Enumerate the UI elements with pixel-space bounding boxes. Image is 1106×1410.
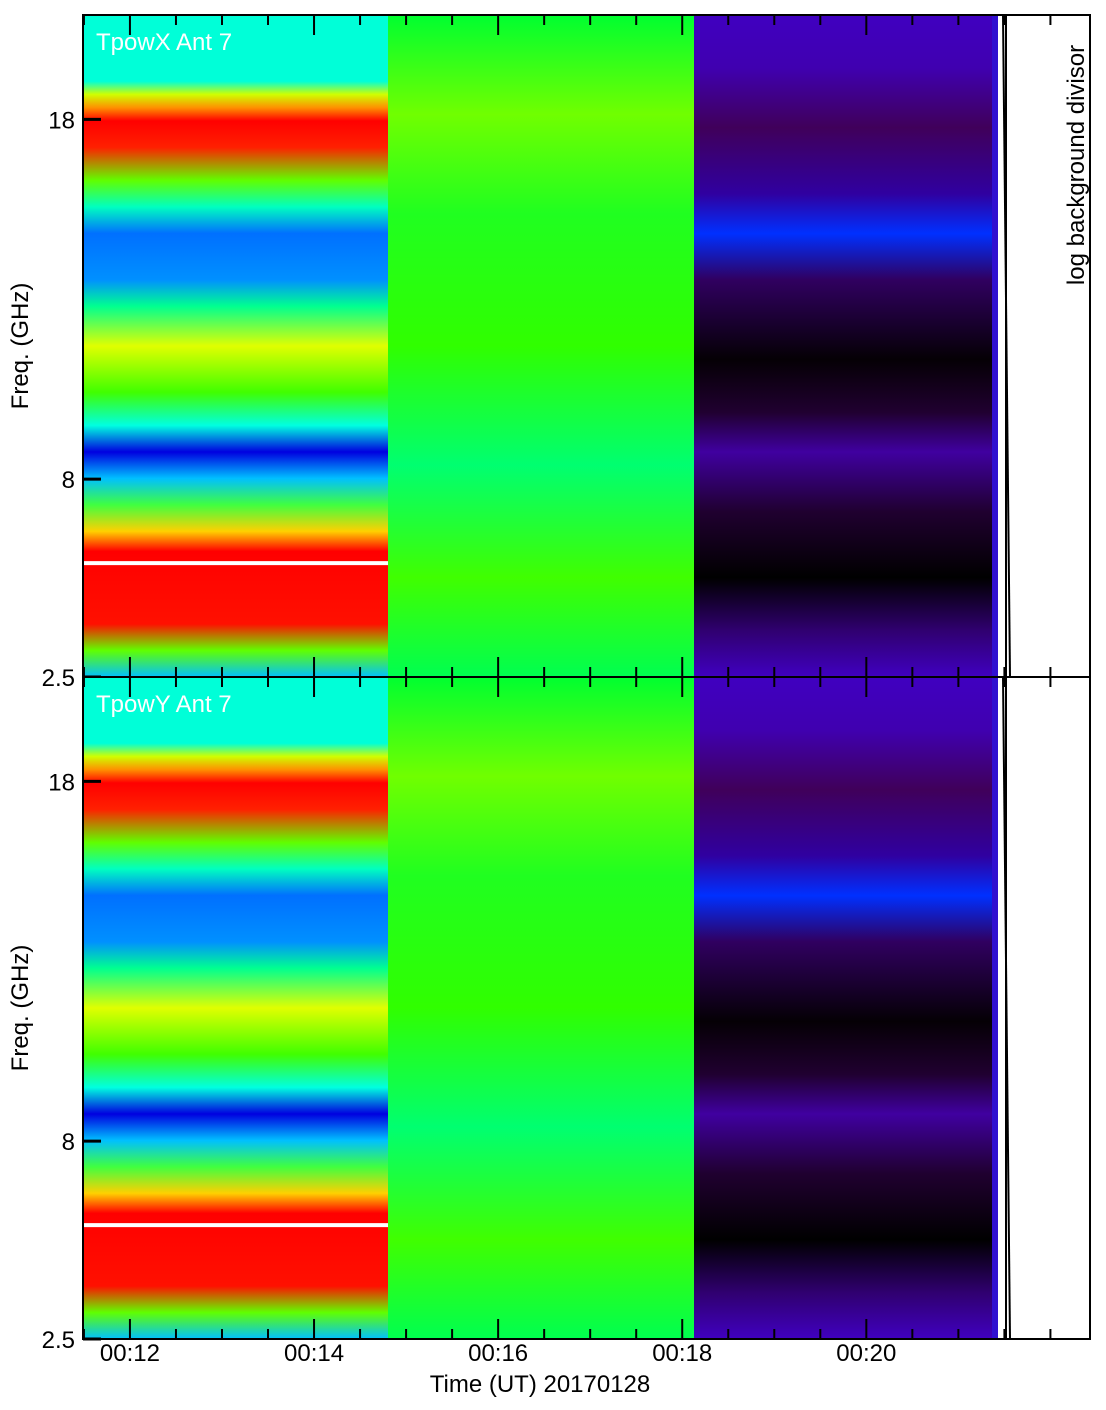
x-axis-label: Time (UT) 20170128 [430,1371,651,1398]
spectrogram-block [694,15,998,677]
panel-title: TpowX Ant 7 [96,29,232,56]
spectrogram-block [694,677,998,1339]
colorbar-label: log background divisor [1063,45,1090,285]
y-tick-label: 18 [48,769,75,796]
spectrogram-block [388,677,694,1339]
spectrogram-edge [992,677,998,1339]
y-tick-label: 2.5 [42,1327,75,1354]
spectrogram-block [83,15,388,677]
x-tick-label: 00:18 [652,1340,712,1367]
y-tick-label: 8 [62,467,75,494]
spectrogram-edge [992,15,998,677]
y-tick-label: 18 [48,107,75,134]
y-axis-label: Freq. (GHz) [7,945,34,1072]
spectrogram-block [388,15,694,677]
plot-frame [82,676,1091,1340]
panel-title: TpowY Ant 7 [96,691,232,718]
y-tick-label: 8 [62,1129,75,1156]
y-tick-label: 2.5 [42,665,75,692]
x-tick-label: 00:20 [836,1340,896,1367]
y-axis-label: Freq. (GHz) [7,283,34,410]
spectrogram-block [83,677,388,1339]
x-tick-label: 00:12 [100,1340,160,1367]
x-tick-label: 00:16 [468,1340,528,1367]
x-tick-label: 00:14 [284,1340,344,1367]
